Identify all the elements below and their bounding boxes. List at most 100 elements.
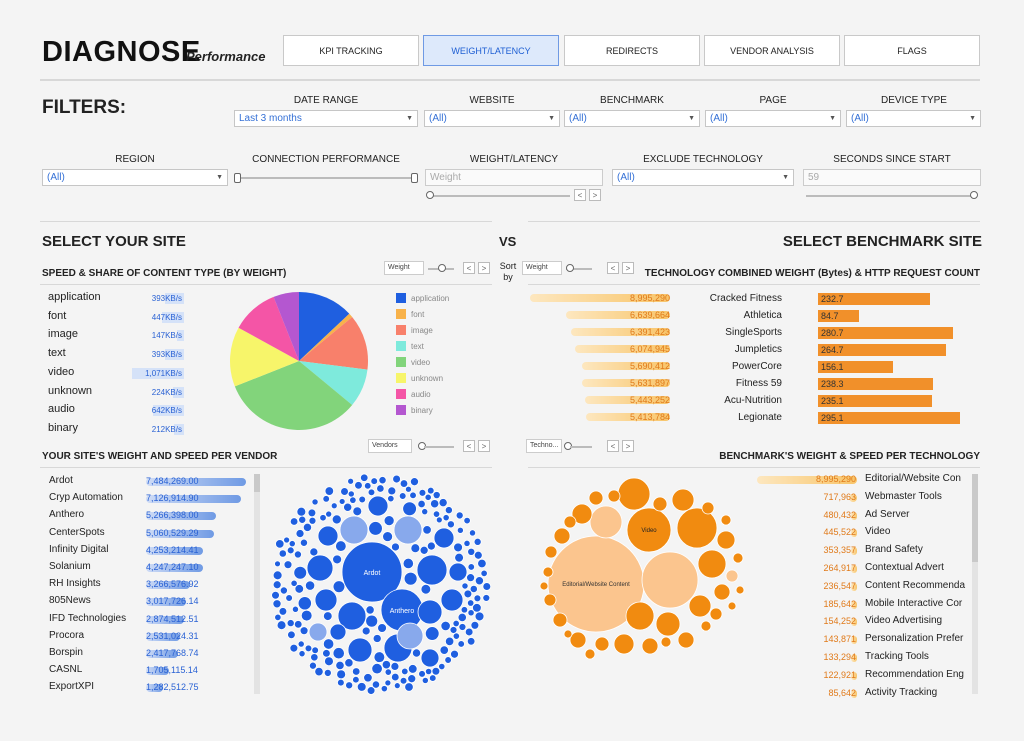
vendor-bubble[interactable] bbox=[383, 515, 395, 527]
vendor-bubble[interactable] bbox=[352, 506, 363, 517]
vendor-bubble[interactable] bbox=[420, 583, 432, 595]
benchmark-site-label[interactable]: Athletica bbox=[743, 310, 782, 321]
vendor-bubble[interactable] bbox=[286, 546, 295, 555]
vendor-bubble[interactable] bbox=[287, 630, 296, 640]
technology-label[interactable]: Editorial/Website Con bbox=[865, 473, 961, 484]
vendor-bubble[interactable] bbox=[444, 656, 452, 664]
vendor-bubble[interactable] bbox=[455, 511, 464, 520]
vendor-label[interactable]: Procora bbox=[49, 629, 85, 641]
technology-label[interactable]: Webmaster Tools bbox=[865, 490, 942, 502]
vendor-bubble[interactable] bbox=[396, 622, 424, 650]
technology-bubble[interactable] bbox=[563, 515, 577, 529]
vendor-label[interactable]: RH Insights bbox=[49, 578, 101, 590]
technology-bubble[interactable] bbox=[625, 601, 655, 631]
vendor-bubble[interactable] bbox=[405, 485, 412, 493]
vendor-bubble[interactable] bbox=[387, 486, 397, 496]
vendor-bubble[interactable] bbox=[343, 502, 353, 512]
vendor-bubble[interactable] bbox=[477, 558, 487, 569]
vendor-bubble[interactable] bbox=[417, 599, 443, 625]
technology-label[interactable]: Brand Safety bbox=[865, 544, 923, 556]
vendor-bubble[interactable] bbox=[347, 477, 355, 485]
vendor-label[interactable]: 805News bbox=[49, 595, 91, 607]
technology-bubble[interactable] bbox=[697, 549, 727, 579]
vendor-bubble[interactable] bbox=[420, 648, 440, 668]
vendor-bubble[interactable] bbox=[458, 623, 467, 631]
vendor-bubble[interactable] bbox=[308, 516, 317, 525]
vendor-bubble[interactable] bbox=[274, 613, 282, 622]
vendor-bubble[interactable] bbox=[398, 492, 407, 500]
vendor-bubble[interactable] bbox=[294, 584, 305, 594]
vendor-bubble[interactable] bbox=[463, 539, 471, 547]
device-type-select[interactable]: (All) ▼ bbox=[846, 110, 981, 127]
vendor-bubble[interactable] bbox=[446, 520, 455, 529]
technology-bubble[interactable] bbox=[571, 503, 593, 525]
vendor-bubble[interactable] bbox=[473, 550, 483, 560]
technology-bubble[interactable] bbox=[709, 607, 723, 621]
vendor-bubble[interactable] bbox=[393, 515, 423, 545]
vendor-bubble[interactable] bbox=[430, 499, 440, 509]
vendor-bubble[interactable] bbox=[382, 531, 393, 542]
seconds-slider[interactable] bbox=[806, 195, 976, 197]
page-select[interactable]: (All) ▼ bbox=[705, 110, 841, 127]
vendor-bubble[interactable] bbox=[461, 582, 469, 590]
vendor-bubble[interactable] bbox=[299, 626, 309, 636]
technology-bubble[interactable] bbox=[563, 629, 573, 639]
technology-bubble[interactable] bbox=[569, 631, 587, 649]
vendor-bubble[interactable] bbox=[424, 493, 432, 501]
vendor-bubble[interactable] bbox=[387, 494, 395, 503]
technology-bubble[interactable] bbox=[544, 545, 558, 559]
vendor-bubble[interactable] bbox=[468, 529, 477, 537]
vendor-bubble[interactable] bbox=[449, 626, 458, 634]
vendor-bubble[interactable] bbox=[345, 681, 354, 690]
vendor-bubble[interactable] bbox=[377, 623, 387, 633]
vendor-bubble[interactable] bbox=[363, 673, 373, 683]
technology-bubble[interactable] bbox=[588, 490, 604, 506]
vendor-bubble[interactable] bbox=[409, 491, 417, 500]
content-type-measure-select[interactable]: Weight bbox=[384, 261, 424, 275]
vendor-bubble[interactable] bbox=[393, 682, 401, 690]
technology-label[interactable]: Content Recommenda bbox=[865, 579, 966, 591]
vendor-bubble[interactable] bbox=[435, 516, 443, 524]
vendor-bubble[interactable] bbox=[482, 594, 491, 602]
vendor-bubble[interactable] bbox=[469, 584, 478, 594]
technology-bubble[interactable] bbox=[539, 581, 549, 591]
vendor-bubble[interactable] bbox=[472, 603, 482, 613]
vendor-bubble[interactable] bbox=[438, 498, 448, 508]
benchmark-site-label[interactable]: PowerCore bbox=[731, 361, 782, 372]
vendor-bubble[interactable] bbox=[272, 570, 283, 581]
pie-slice-video[interactable] bbox=[234, 361, 353, 430]
vendor-bubble[interactable] bbox=[417, 499, 426, 509]
tab-vendor-analysis[interactable]: VENDOR ANALYSIS bbox=[704, 35, 840, 66]
vendor-bubble[interactable] bbox=[467, 609, 475, 617]
vendor-bubble[interactable] bbox=[295, 529, 305, 539]
vendor-bubble[interactable] bbox=[347, 637, 373, 663]
vendor-bubble[interactable] bbox=[272, 580, 282, 590]
vendor-bubble[interactable] bbox=[293, 550, 302, 559]
vendor-bubble[interactable] bbox=[407, 674, 417, 684]
vendor-bubble[interactable] bbox=[410, 477, 419, 487]
vendor-bubble[interactable] bbox=[289, 643, 299, 653]
technology-bubble[interactable] bbox=[617, 477, 651, 511]
technology-slider[interactable] bbox=[570, 446, 592, 448]
vendor-bubble[interactable] bbox=[330, 502, 338, 510]
vendor-bubble[interactable] bbox=[319, 514, 327, 522]
vendor-bubble[interactable] bbox=[380, 685, 388, 693]
tab-flags[interactable]: FLAGS bbox=[844, 35, 980, 66]
vendor-bubble[interactable] bbox=[480, 569, 488, 578]
vendor-bubble[interactable] bbox=[407, 664, 418, 674]
vendor-bubble[interactable] bbox=[289, 517, 299, 526]
vendor-bubble[interactable] bbox=[371, 662, 383, 675]
vendor-bubble[interactable] bbox=[402, 557, 414, 570]
region-select[interactable]: (All) ▼ bbox=[42, 169, 228, 186]
vendor-bubble[interactable] bbox=[286, 619, 295, 628]
technology-label[interactable]: Contextual Advert bbox=[865, 562, 944, 573]
vendor-bubble[interactable] bbox=[351, 667, 361, 676]
vendors-slider[interactable] bbox=[424, 446, 454, 448]
tab-kpi-tracking[interactable]: KPI TRACKING bbox=[283, 35, 419, 66]
vendor-bubble[interactable] bbox=[384, 668, 392, 676]
vendor-bubble[interactable] bbox=[311, 498, 319, 506]
vendor-bubble[interactable] bbox=[298, 650, 306, 658]
technology-bubble[interactable] bbox=[727, 601, 737, 611]
vendor-label[interactable]: Infinity Digital bbox=[49, 543, 109, 555]
vendor-bubble[interactable] bbox=[298, 515, 307, 524]
